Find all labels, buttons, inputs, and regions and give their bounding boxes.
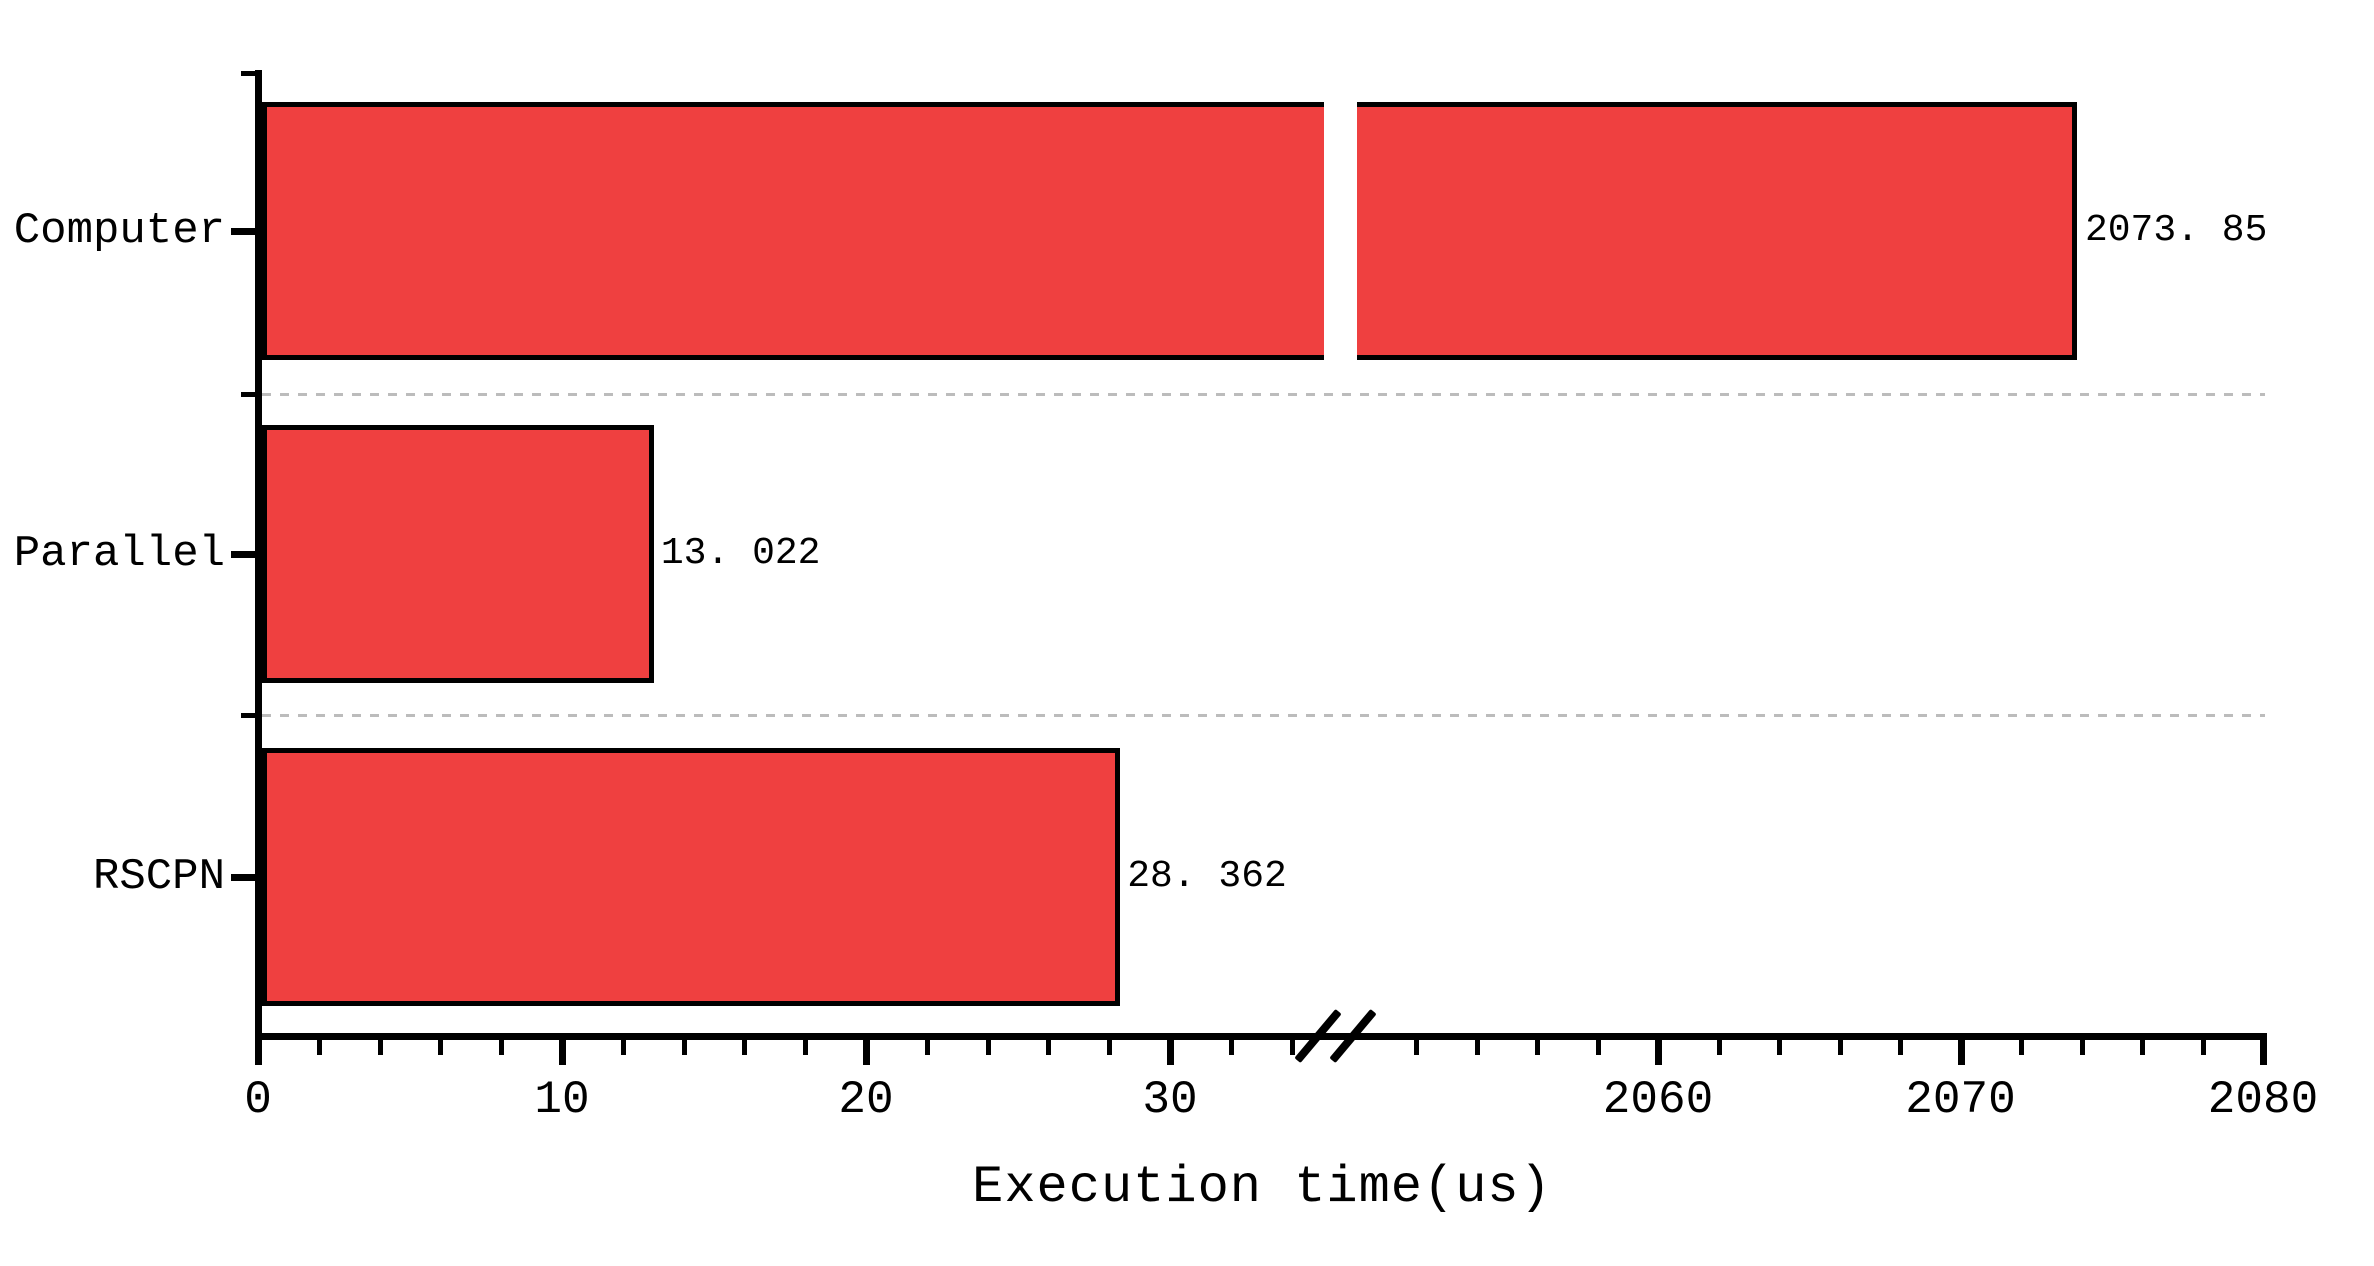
bar-rscpn — [262, 748, 1121, 1006]
x-axis-minor-tick — [1414, 1040, 1419, 1055]
value-label-parallel: 13. 022 — [660, 532, 821, 575]
x-axis-tick-label: 2060 — [1602, 1074, 1714, 1126]
y-axis-minor-tick — [241, 392, 255, 397]
x-axis-major-tick — [2260, 1040, 2267, 1065]
value-label-rscpn: 28. 362 — [1127, 855, 1287, 898]
x-axis-major-tick — [255, 1040, 262, 1065]
x-axis-minor-tick — [2140, 1040, 2145, 1055]
category-boundary-gridline — [262, 393, 2265, 396]
x-axis-minor-tick — [2200, 1040, 2206, 1055]
x-axis-minor-tick — [1046, 1040, 1052, 1055]
y-axis-minor-tick — [241, 713, 255, 718]
x-axis-minor-tick — [1289, 1040, 1295, 1055]
x-axis-minor-tick — [1595, 1040, 1601, 1055]
category-label-computer: Computer — [13, 206, 225, 256]
x-axis-title: Execution time(us) — [972, 1158, 1552, 1217]
category-label-rscpn: RSCPN — [92, 852, 225, 902]
x-axis-minor-tick — [681, 1040, 687, 1055]
x-axis-minor-tick — [803, 1040, 809, 1055]
x-axis-major-tick — [1167, 1040, 1174, 1065]
x-axis-minor-tick — [1535, 1040, 1540, 1055]
x-axis-tick-label: 0 — [244, 1074, 272, 1126]
y-axis-spine — [255, 70, 262, 1040]
x-axis-tick-label: 10 — [534, 1074, 590, 1126]
x-axis-minor-tick — [1228, 1040, 1234, 1055]
x-axis-spine — [255, 1033, 2267, 1040]
y-axis-major-tick — [231, 228, 255, 235]
y-axis-major-tick — [231, 551, 255, 558]
x-axis-minor-tick — [316, 1040, 322, 1055]
x-axis-minor-tick — [1716, 1040, 1722, 1055]
x-axis-minor-tick — [438, 1040, 444, 1055]
x-axis-minor-tick — [620, 1040, 626, 1055]
bar-parallel — [262, 425, 654, 683]
x-axis-major-tick — [863, 1040, 870, 1065]
category-label-parallel: Parallel — [13, 529, 225, 579]
value-label-computer: 2073. 85 — [2084, 209, 2268, 252]
x-axis-major-tick — [1957, 1040, 1965, 1065]
x-axis-major-tick — [559, 1040, 566, 1065]
x-axis-minor-tick — [1898, 1040, 1903, 1055]
x-axis-major-tick — [1655, 1040, 1662, 1065]
x-axis-minor-tick — [1107, 1040, 1113, 1055]
x-axis-minor-tick — [1777, 1040, 1782, 1055]
x-axis-minor-tick — [924, 1040, 930, 1055]
x-axis-minor-tick — [742, 1040, 748, 1055]
x-axis-minor-tick — [377, 1040, 383, 1055]
x-axis-tick-label: 2080 — [2207, 1074, 2319, 1126]
bar-computer-right-segment — [1357, 102, 2077, 360]
y-axis-major-tick — [231, 874, 255, 881]
x-axis-minor-tick — [499, 1040, 505, 1055]
bar-computer-left-segment — [262, 102, 1324, 360]
x-axis-minor-tick — [2079, 1040, 2085, 1055]
x-axis-tick-label: 30 — [1142, 1074, 1198, 1126]
x-axis-tick-label: 2070 — [1905, 1074, 2016, 1126]
x-axis-tick-label: 20 — [838, 1074, 894, 1126]
x-axis-minor-tick — [985, 1040, 991, 1055]
x-axis-minor-tick — [1837, 1040, 1843, 1055]
x-axis-minor-tick — [1474, 1040, 1480, 1055]
x-axis-minor-tick — [2019, 1040, 2024, 1055]
category-boundary-gridline — [262, 714, 2265, 717]
y-axis-minor-tick — [241, 71, 255, 76]
